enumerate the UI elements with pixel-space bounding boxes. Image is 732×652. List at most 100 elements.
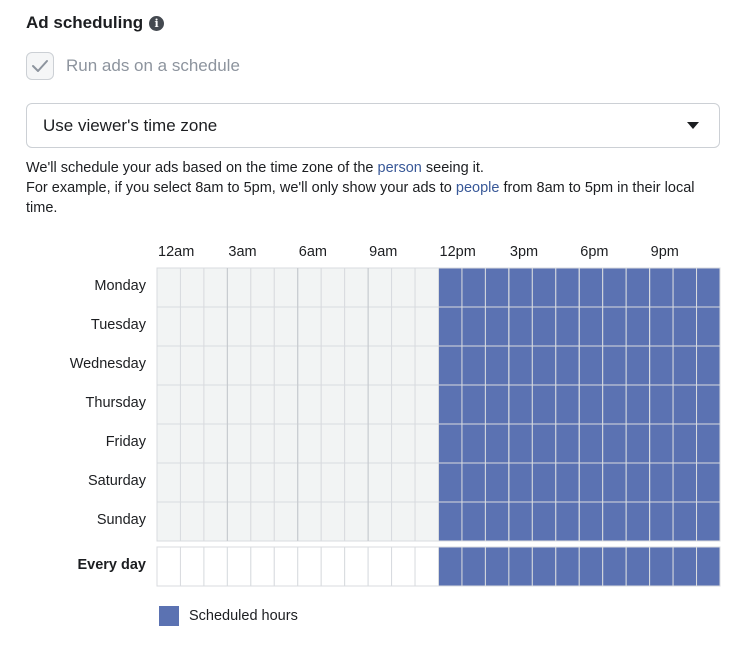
- schedule-cell[interactable]: [484, 462, 510, 503]
- schedule-cell[interactable]: [438, 267, 463, 308]
- every-day-cell[interactable]: [438, 546, 463, 587]
- schedule-cell[interactable]: [649, 462, 674, 503]
- schedule-cell[interactable]: [226, 267, 252, 308]
- schedule-cell[interactable]: [602, 345, 627, 386]
- schedule-cell[interactable]: [203, 345, 228, 386]
- schedule-cell[interactable]: [273, 267, 299, 308]
- run-on-schedule-row[interactable]: Run ads on a schedule: [26, 52, 240, 80]
- schedule-cell[interactable]: [461, 306, 486, 347]
- schedule-cell[interactable]: [555, 423, 580, 464]
- schedule-cell[interactable]: [555, 384, 580, 425]
- schedule-cell[interactable]: [179, 384, 205, 425]
- schedule-cell[interactable]: [250, 384, 275, 425]
- every-day-cell[interactable]: [696, 546, 721, 587]
- every-day-cell[interactable]: [672, 546, 698, 587]
- schedule-cell[interactable]: [578, 384, 604, 425]
- schedule-cell[interactable]: [367, 423, 393, 464]
- schedule-cell[interactable]: [672, 267, 698, 308]
- schedule-cell[interactable]: [531, 267, 557, 308]
- schedule-cell[interactable]: [461, 501, 486, 542]
- schedule-cell[interactable]: [156, 423, 181, 464]
- schedule-cell[interactable]: [156, 501, 181, 542]
- schedule-cell[interactable]: [414, 501, 439, 542]
- schedule-cell[interactable]: [696, 501, 721, 542]
- schedule-cell[interactable]: [484, 384, 510, 425]
- every-day-cell[interactable]: [156, 546, 181, 587]
- schedule-cell[interactable]: [531, 345, 557, 386]
- schedule-cell[interactable]: [391, 267, 416, 308]
- schedule-cell[interactable]: [156, 345, 181, 386]
- schedule-cell[interactable]: [696, 306, 721, 347]
- schedule-cell[interactable]: [602, 423, 627, 464]
- schedule-cell[interactable]: [461, 423, 486, 464]
- schedule-cell[interactable]: [226, 384, 252, 425]
- every-day-cell[interactable]: [344, 546, 369, 587]
- schedule-cell[interactable]: [156, 306, 181, 347]
- schedule-cell[interactable]: [625, 306, 651, 347]
- schedule-cell[interactable]: [649, 345, 674, 386]
- schedule-cell[interactable]: [438, 462, 463, 503]
- every-day-cell[interactable]: [391, 546, 416, 587]
- schedule-cell[interactable]: [320, 462, 346, 503]
- schedule-cell[interactable]: [672, 345, 698, 386]
- schedule-cell[interactable]: [555, 267, 580, 308]
- schedule-cell[interactable]: [672, 384, 698, 425]
- every-day-cell[interactable]: [484, 546, 510, 587]
- schedule-cell[interactable]: [297, 306, 322, 347]
- schedule-cell[interactable]: [602, 267, 627, 308]
- schedule-cell[interactable]: [672, 423, 698, 464]
- schedule-cell[interactable]: [555, 501, 580, 542]
- schedule-cell[interactable]: [672, 306, 698, 347]
- schedule-cell[interactable]: [203, 501, 228, 542]
- schedule-cell[interactable]: [367, 306, 393, 347]
- schedule-cell[interactable]: [414, 306, 439, 347]
- schedule-cell[interactable]: [672, 501, 698, 542]
- schedule-cell[interactable]: [649, 501, 674, 542]
- every-day-cell[interactable]: [179, 546, 205, 587]
- schedule-cell[interactable]: [625, 384, 651, 425]
- schedule-cell[interactable]: [461, 267, 486, 308]
- schedule-cell[interactable]: [250, 345, 275, 386]
- schedule-cell[interactable]: [625, 501, 651, 542]
- every-day-cell[interactable]: [461, 546, 486, 587]
- schedule-cell[interactable]: [438, 306, 463, 347]
- schedule-cell[interactable]: [484, 306, 510, 347]
- schedule-cell[interactable]: [273, 501, 299, 542]
- schedule-cell[interactable]: [531, 501, 557, 542]
- schedule-cell[interactable]: [461, 345, 486, 386]
- schedule-cell[interactable]: [391, 423, 416, 464]
- schedule-cell[interactable]: [344, 423, 369, 464]
- every-day-cell[interactable]: [602, 546, 627, 587]
- schedule-cell[interactable]: [391, 345, 416, 386]
- schedule-cell[interactable]: [414, 462, 439, 503]
- schedule-cell[interactable]: [508, 267, 533, 308]
- schedule-cell[interactable]: [226, 423, 252, 464]
- schedule-cell[interactable]: [578, 345, 604, 386]
- schedule-cell[interactable]: [531, 384, 557, 425]
- every-day-cell[interactable]: [649, 546, 674, 587]
- every-day-cell[interactable]: [531, 546, 557, 587]
- schedule-cell[interactable]: [461, 462, 486, 503]
- schedule-cell[interactable]: [578, 423, 604, 464]
- schedule-cell[interactable]: [672, 462, 698, 503]
- schedule-cell[interactable]: [320, 267, 346, 308]
- schedule-cell[interactable]: [508, 384, 533, 425]
- schedule-cell[interactable]: [156, 462, 181, 503]
- schedule-cell[interactable]: [156, 267, 181, 308]
- schedule-cell[interactable]: [250, 423, 275, 464]
- schedule-cell[interactable]: [414, 267, 439, 308]
- schedule-cell[interactable]: [696, 423, 721, 464]
- schedule-cell[interactable]: [250, 267, 275, 308]
- schedule-cell[interactable]: [602, 501, 627, 542]
- schedule-cell[interactable]: [649, 384, 674, 425]
- schedule-cell[interactable]: [203, 423, 228, 464]
- schedule-cell[interactable]: [226, 345, 252, 386]
- schedule-cell[interactable]: [203, 306, 228, 347]
- schedule-cell[interactable]: [555, 306, 580, 347]
- every-day-cell[interactable]: [250, 546, 275, 587]
- schedule-cell[interactable]: [273, 306, 299, 347]
- schedule-cell[interactable]: [555, 345, 580, 386]
- schedule-cell[interactable]: [531, 462, 557, 503]
- schedule-cell[interactable]: [297, 345, 322, 386]
